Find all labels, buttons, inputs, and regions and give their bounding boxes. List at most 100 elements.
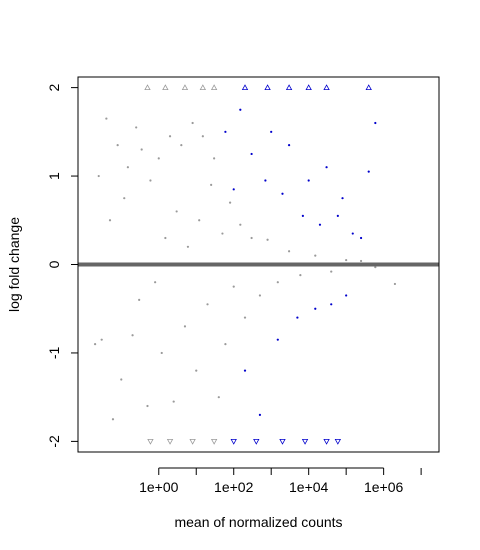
data-point xyxy=(224,130,227,133)
data-point xyxy=(374,121,377,125)
data-point xyxy=(186,245,190,248)
clipped-point-marker xyxy=(147,438,154,445)
data-point xyxy=(228,201,232,204)
y-axis-title: log fold change xyxy=(6,217,22,312)
data-point xyxy=(183,325,187,328)
x-tick-label: 1e+06 xyxy=(364,479,404,495)
data-point xyxy=(93,342,97,346)
data-point xyxy=(198,219,201,222)
data-point xyxy=(105,117,108,120)
data-point xyxy=(131,334,134,337)
data-point xyxy=(351,232,354,235)
data-point xyxy=(154,281,157,284)
data-point xyxy=(210,183,213,187)
data-point xyxy=(172,400,175,403)
clipped-point-marker xyxy=(199,84,207,91)
y-tick-label: -1 xyxy=(46,347,62,360)
clipped-point-marker xyxy=(253,438,260,445)
data-point xyxy=(287,144,291,147)
clipped-point-marker xyxy=(210,84,218,91)
clipped-point-marker xyxy=(166,438,174,445)
data-point xyxy=(393,282,397,286)
x-tick-label: 1e+04 xyxy=(289,479,329,495)
data-point xyxy=(146,404,149,408)
data-point xyxy=(232,188,235,191)
clipped-point-marker xyxy=(365,84,372,91)
y-tick-label: 2 xyxy=(46,84,62,92)
data-point xyxy=(168,135,172,138)
y-tick-label: 1 xyxy=(46,172,62,180)
data-point xyxy=(180,144,183,147)
data-point xyxy=(116,144,119,147)
data-point xyxy=(287,250,291,253)
data-point xyxy=(206,303,209,306)
data-point xyxy=(314,254,317,257)
y-axis: -2 -1 0 1 2 xyxy=(46,84,79,448)
x-tick-label: 1e+02 xyxy=(214,479,254,495)
clipped-point-marker xyxy=(264,84,271,91)
clipped-point-marker xyxy=(210,438,218,445)
data-point xyxy=(201,135,204,138)
data-point xyxy=(281,192,284,195)
data-point xyxy=(336,214,339,217)
data-point xyxy=(314,307,317,310)
y-tick-label: -2 xyxy=(46,435,62,448)
clipped-point-marker xyxy=(241,84,249,91)
data-point xyxy=(108,219,112,222)
data-point xyxy=(164,236,167,240)
data-point xyxy=(239,108,242,111)
data-point xyxy=(270,130,273,133)
data-point xyxy=(135,126,138,129)
data-point xyxy=(221,232,224,235)
data-point xyxy=(195,369,198,372)
data-point xyxy=(111,418,115,421)
clipped-point-marker xyxy=(334,438,342,445)
data-point xyxy=(239,223,242,226)
data-point xyxy=(224,342,227,346)
data-point xyxy=(301,214,304,217)
clipped-point-marker xyxy=(279,438,286,445)
y-tick-label: 0 xyxy=(46,260,62,268)
data-point xyxy=(138,298,141,301)
data-point xyxy=(359,236,363,240)
data-point xyxy=(299,274,302,277)
data-point xyxy=(157,157,160,160)
data-point xyxy=(307,179,310,182)
data-point xyxy=(276,281,279,284)
data-point xyxy=(250,236,253,240)
clipped-point-marker xyxy=(301,438,309,445)
data-point xyxy=(243,369,247,372)
clipped-point-marker xyxy=(181,84,189,91)
x-tick-label: 1e+00 xyxy=(139,479,179,495)
data-point xyxy=(126,166,129,169)
data-point xyxy=(191,121,194,125)
clipped-point-marker xyxy=(305,84,312,91)
data-point xyxy=(359,259,363,263)
data-point xyxy=(325,166,328,169)
data-point xyxy=(243,316,247,319)
data-point xyxy=(232,285,235,288)
data-point xyxy=(266,238,269,241)
points-layer xyxy=(93,84,397,445)
data-point xyxy=(123,197,126,200)
clipped-point-marker xyxy=(323,438,330,445)
data-point xyxy=(100,338,103,341)
data-point xyxy=(217,396,220,399)
data-point xyxy=(367,170,370,173)
x-axis-title: mean of normalized counts xyxy=(174,514,342,530)
clipped-point-marker xyxy=(189,438,196,445)
data-point xyxy=(258,413,262,416)
data-point xyxy=(296,316,299,319)
clipped-point-marker xyxy=(162,84,169,91)
data-point xyxy=(330,270,333,273)
data-point xyxy=(250,152,253,156)
data-point xyxy=(318,223,322,226)
data-point xyxy=(330,303,333,306)
data-point xyxy=(140,148,143,151)
clipped-point-marker xyxy=(285,84,293,91)
data-point xyxy=(175,210,178,213)
data-point xyxy=(345,294,348,297)
data-point xyxy=(341,197,344,200)
data-point xyxy=(97,174,100,178)
